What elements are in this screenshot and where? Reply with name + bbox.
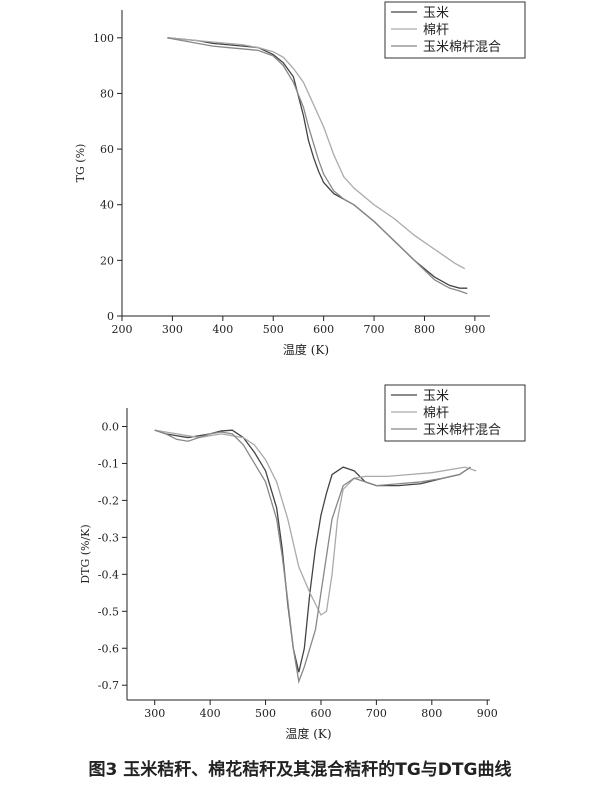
series-line: [167, 37, 468, 295]
x-tick-label: 400: [200, 707, 221, 720]
y-tick-label: 40: [100, 199, 114, 212]
x-tick-label: 700: [366, 707, 387, 720]
y-tick-label: 0: [107, 310, 114, 323]
caption: 图3 玉米秸秆、棉花秸秆及其混合秸秆的TG与DTG曲线: [89, 759, 512, 780]
series-line: [167, 37, 468, 289]
x-tick-label: 300: [162, 323, 183, 336]
y-tick-label: 80: [100, 87, 114, 100]
y-tick-label: 0.0: [102, 420, 120, 433]
x-tick-label: 500: [263, 323, 284, 336]
x-tick-label: 600: [313, 323, 334, 336]
series-line: [154, 429, 471, 673]
y-tick-label: -0.3: [98, 531, 119, 544]
legend-label: 棉杆: [423, 406, 449, 421]
y-tick-label: 100: [93, 32, 114, 45]
y-tick-label: -0.1: [98, 457, 119, 470]
legend-label: 玉米棉杆混合: [423, 423, 501, 438]
y-tick-label: -0.6: [98, 642, 119, 655]
x-tick-label: 700: [364, 323, 385, 336]
x-tick-label: 900: [464, 323, 485, 336]
x-tick-label: 900: [477, 707, 498, 720]
x-tick-label: 600: [310, 707, 331, 720]
series-line: [167, 37, 466, 270]
legend-box: [384, 1, 526, 59]
y-axis-label: DTG (%/K): [79, 524, 92, 583]
legend-box: [384, 384, 526, 442]
x-tick-label: 800: [414, 323, 435, 336]
x-tick-label: 800: [421, 707, 442, 720]
legend-label: 棉杆: [423, 23, 449, 38]
x-axis-label: 温度 (K): [285, 726, 331, 741]
x-tick-label: 400: [212, 323, 233, 336]
y-tick-label: -0.7: [98, 679, 119, 692]
y-tick-label: -0.5: [98, 605, 119, 618]
y-tick-label: 60: [100, 143, 114, 156]
y-tick-label: 20: [100, 254, 114, 267]
series-line: [154, 429, 471, 685]
series-line: [154, 429, 477, 616]
legend-label: 玉米: [423, 6, 449, 21]
x-tick-label: 300: [144, 707, 165, 720]
legend-label: 玉米: [423, 389, 449, 404]
x-axis-label: 温度 (K): [283, 342, 329, 357]
x-tick-label: 200: [112, 323, 133, 336]
x-tick-label: 500: [255, 707, 276, 720]
legend-label: 玉米棉杆混合: [423, 40, 501, 55]
y-tick-label: -0.4: [98, 568, 119, 581]
y-axis-label: TG (%): [74, 144, 87, 183]
y-tick-label: -0.2: [98, 494, 119, 507]
